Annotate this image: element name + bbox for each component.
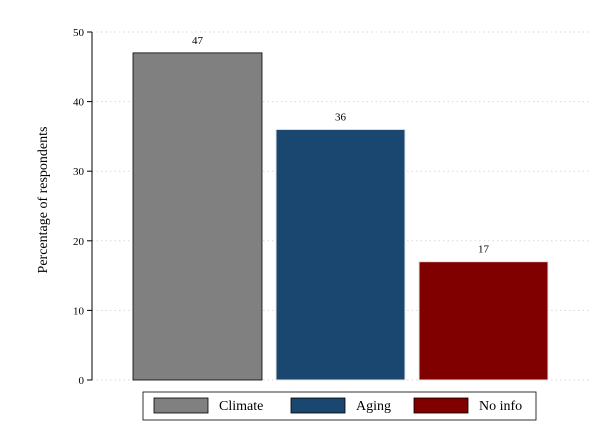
legend-swatch xyxy=(413,397,469,414)
legend-label: Climate xyxy=(219,399,263,414)
y-tick-label: 50 xyxy=(73,27,85,39)
y-tick-label: 10 xyxy=(73,305,85,317)
y-tick-label: 0 xyxy=(79,375,85,387)
bar-value-label: 36 xyxy=(335,111,347,123)
bar-value-labels: 47 36 17 xyxy=(192,35,490,256)
y-axis-ticks: 0 10 20 30 40 50 xyxy=(73,27,92,387)
y-tick-label: 30 xyxy=(73,166,85,178)
bar-no-info xyxy=(418,261,549,381)
bars xyxy=(132,52,549,381)
legend-swatch xyxy=(290,397,346,414)
bar-value-label: 17 xyxy=(478,244,490,256)
legend-label: No info xyxy=(479,399,522,414)
legend-label: Aging xyxy=(356,399,391,414)
y-tick-label: 40 xyxy=(73,97,85,109)
legend: Climate Aging No info xyxy=(142,391,537,421)
bar-aging xyxy=(275,128,406,381)
y-axis-title: Percentage of respondents xyxy=(36,127,51,274)
y-tick-label: 20 xyxy=(73,236,85,248)
bar-climate xyxy=(132,52,263,381)
bar-value-label: 47 xyxy=(192,35,204,47)
legend-swatch xyxy=(153,397,209,414)
